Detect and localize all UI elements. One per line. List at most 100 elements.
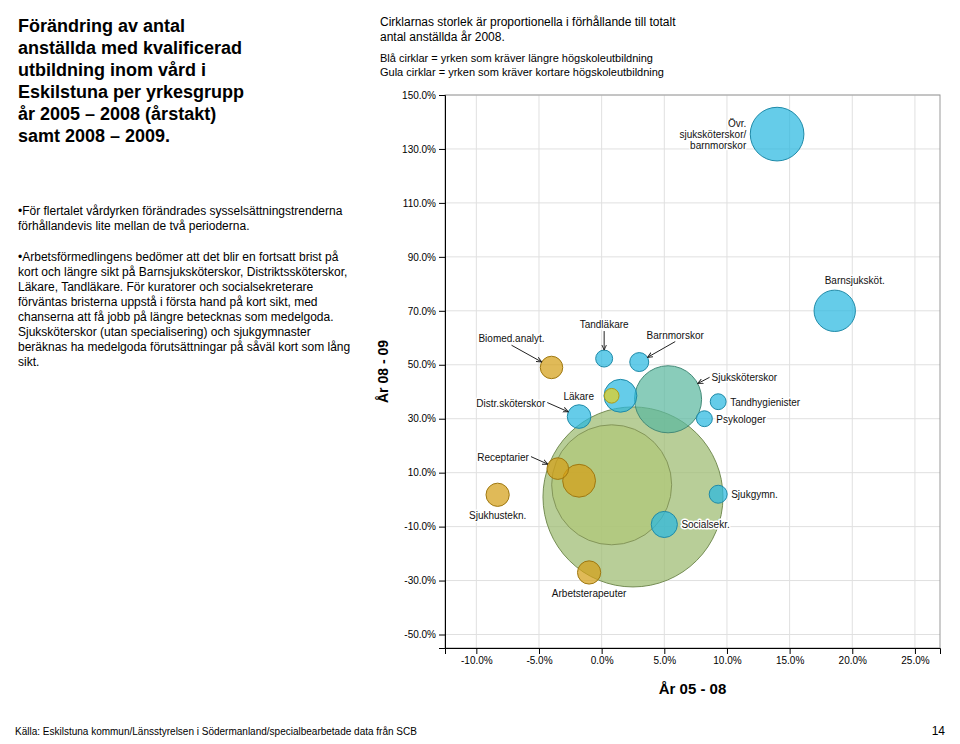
left-title-line: år 2005 – 2008 (årstakt) [18, 104, 216, 124]
left-title-line: Förändring av antal [18, 16, 185, 36]
bullet-line: kort och längre sikt på Barnsjukskötersk… [18, 265, 347, 279]
left-title-line: utbildning inom vård i [18, 60, 206, 80]
x-grid-line [852, 95, 853, 648]
left-title: Förändring av antalanställda med kvalifi… [18, 16, 244, 146]
bullet-line: förhållandevis lite mellan de två period… [18, 219, 249, 233]
bubble [543, 407, 723, 587]
chart-subtitle: Gula cirklar = yrken som kräver kortare … [380, 66, 664, 78]
y-grid-line [445, 634, 940, 635]
annotation-arrow [512, 345, 542, 362]
bubble-label: Sjuksköterskor [712, 372, 778, 383]
bubble-labels: Sjuksköterskor Övr.sjuksköterskor/barnmor… [469, 118, 885, 599]
x-tick-mark [790, 648, 791, 654]
y-tick-mark [439, 419, 445, 420]
annotation-arrow [547, 403, 568, 412]
bubble [635, 366, 702, 433]
y-tick-label: 150.0% [402, 90, 436, 101]
x-axis-line [446, 649, 941, 655]
bubble [709, 485, 727, 503]
bubble-label-line: Tandhygienister [730, 396, 801, 407]
x-tick-label: -10.0% [461, 655, 493, 666]
x-tick: -5.0% [526, 648, 552, 666]
bubble [486, 483, 509, 506]
left-title-line: samt 2008 – 2009. [18, 126, 170, 146]
annotation-arrow [647, 342, 675, 358]
x-tick-label: 10.0% [713, 655, 741, 666]
y-tick-label: 130.0% [402, 144, 436, 155]
bullet-line: beräknas ha medelgoda förutsättningar på… [18, 340, 350, 354]
y-tick-label: 90.0% [408, 252, 436, 263]
x-tick-label: 20.0% [839, 655, 867, 666]
x-tick-mark [602, 648, 603, 654]
bubble-label: Biomed.analyt. [478, 333, 544, 344]
bubble [604, 388, 619, 403]
bubble-label-line: Psykologer [716, 413, 766, 424]
x-grid-line [538, 95, 539, 648]
y-tick-label: 110.0% [403, 198, 436, 209]
bubble [696, 411, 712, 427]
y-grid-line [445, 580, 940, 581]
chart-subtitle: Blå cirklar = yrken som kräver längre hö… [380, 52, 653, 64]
y-grid-line [445, 310, 940, 311]
bubble-label-line: Barnsjuksköt. [825, 275, 885, 286]
bubble-label: Barnmorskor [647, 330, 705, 341]
bubble [814, 290, 855, 331]
bubble-label-line: Socialsekr. [681, 519, 729, 530]
bubble-label: Barnsjuksköt. [825, 275, 885, 286]
y-tick-label: 50.0% [408, 359, 436, 370]
bubble-label: Övr.sjuksköterskor/barnmorskor [680, 118, 747, 151]
y-tick: 10.0% [408, 467, 445, 478]
x-tick-label: 0.0% [591, 655, 614, 666]
y-tick: -10.0% [404, 521, 445, 532]
x-grid-line [914, 95, 915, 648]
bubble [710, 394, 726, 410]
x-tick-label: 15.0% [776, 655, 804, 666]
x-tick-mark [852, 648, 853, 654]
footer: Källa: Eskilstuna kommun/Länsstyrelsen i… [15, 726, 417, 737]
y-tick-label: 30.0% [408, 413, 436, 424]
bullet-line: förväntas bristerna uppstå i första hand… [18, 295, 317, 309]
y-grid-line [445, 256, 940, 257]
x-tick: 5.0% [653, 648, 676, 666]
y-tick-label: 10.0% [408, 467, 436, 478]
y-axis-title: År 08 - 09 [375, 340, 391, 403]
chart-title: Cirklarnas storlek är proportionella i f… [380, 15, 676, 44]
annotation-arrow [531, 457, 548, 465]
bubble-label-line: sjuksköterskor/ [680, 129, 747, 140]
bubble [630, 353, 649, 372]
x-axis: -10.0%-5.0%0.0%5.0%10.0%15.0%20.0%25.0% [446, 648, 941, 666]
bullet-line: Sjuksköterskor (utan specialisering) och… [18, 325, 311, 339]
bubble-label: Receptarier [477, 451, 529, 462]
bubble-label-line: Sjukhustekn. [469, 510, 526, 521]
bubbles [486, 107, 855, 587]
y-tick: 30.0% [408, 413, 445, 424]
bubble [547, 458, 569, 480]
bullet-line: chanserna att få jobb på längre beteckna… [18, 310, 334, 324]
y-tick: 150.0% [402, 90, 445, 101]
grid [445, 95, 940, 648]
y-tick: 70.0% [408, 306, 445, 317]
bubble [567, 405, 591, 429]
bubble-label: Läkare [563, 390, 594, 401]
bubble [540, 356, 562, 378]
bullet-text: •Arbetsförmedlingens bedömer att det bli… [18, 250, 350, 369]
x-tick-mark [915, 648, 916, 654]
bullet-line: •För flertalet vårdyrken förändrades sys… [18, 204, 343, 218]
y-tick: -50.0% [404, 629, 445, 640]
bubble-label: Tandläkare [580, 319, 629, 330]
x-tick: 15.0% [776, 648, 804, 666]
chart-container: Förändring av antalanställda med kvalifi… [0, 0, 960, 744]
x-grid-line [476, 95, 477, 648]
bullet-line: Läkare, Tandläkare. För kuratorer och so… [18, 280, 314, 294]
x-tick-label: 5.0% [653, 655, 676, 666]
y-tick-label: -50.0% [404, 629, 436, 640]
x-tick-mark [664, 648, 665, 654]
y-tick-mark [439, 257, 445, 258]
bullet-line: •Arbetsförmedlingens bedömer att det bli… [18, 250, 339, 264]
y-tick: 50.0% [408, 359, 445, 370]
bubble-label: Distr.sköterskor [476, 397, 546, 408]
x-tick: -10.0% [461, 648, 493, 666]
bubble [651, 511, 677, 537]
bubble-label: Tandhygienister [730, 396, 801, 407]
bubble-label-line: barnmorskor [690, 140, 747, 151]
